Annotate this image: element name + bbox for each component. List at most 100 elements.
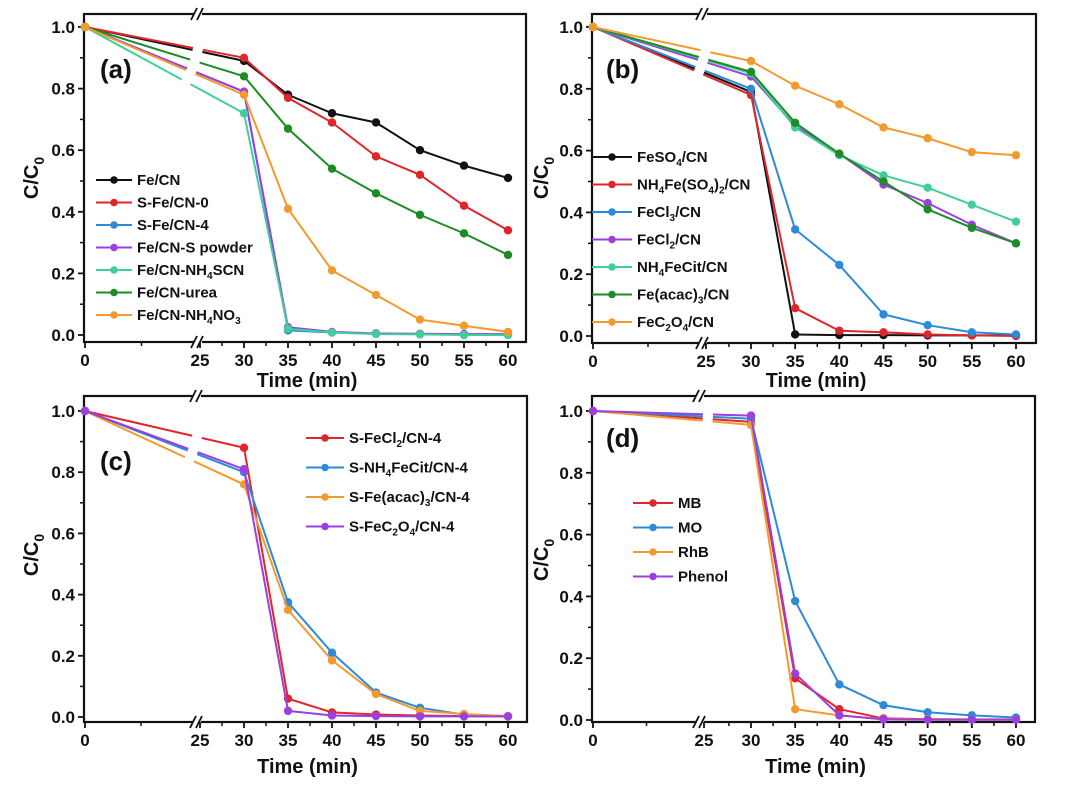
- data-point: [459, 330, 469, 340]
- legend-label: Fe/CN-urea: [137, 285, 218, 302]
- x-tick-label: 55: [455, 351, 474, 370]
- legend-label-text: NH: [637, 177, 659, 194]
- series-line-segment: [84, 410, 245, 486]
- legend-label: S-FeC2O4/CN-4: [349, 519, 455, 539]
- data-point: [503, 712, 513, 721]
- series-line-segment: [287, 127, 333, 170]
- y-tick-label: 0.2: [559, 265, 583, 284]
- series-s-nh4fecit-cn-4: [80, 406, 513, 721]
- data-point: [923, 330, 932, 339]
- y-tick-label: 0.8: [51, 80, 75, 99]
- series-line-segment: [331, 659, 377, 695]
- series-line-segment: [838, 152, 885, 183]
- series-line-segment: [331, 167, 377, 195]
- series-line-segment: [794, 126, 840, 157]
- axis-break-gap: [194, 338, 202, 346]
- legend-label: Fe/CN-NH4NO3: [137, 307, 241, 327]
- data-point: [790, 330, 800, 339]
- series-line-segment: [331, 121, 377, 158]
- panel-b: 0.00.20.40.60.81.00 25 30 35 40 45 50 55 60Time …: [531, 7, 1038, 392]
- legend-marker: [649, 548, 657, 556]
- axis-break-top: [692, 389, 706, 403]
- x-axis: 0 25 30 35 40 45 50 55 60: [588, 722, 1025, 750]
- series-line-segment: [463, 164, 509, 179]
- series-line-segment: [971, 714, 1017, 719]
- legend-label-text: /CN: [688, 314, 714, 331]
- data-point: [967, 200, 977, 209]
- series-line-segment: [243, 468, 289, 712]
- series-line-segment: [883, 183, 929, 205]
- legend-label-text: FeCl: [637, 204, 670, 221]
- series-line-segment: [243, 57, 289, 99]
- series-fe-cn-nh4scn: [80, 22, 513, 340]
- series-line-segment: [927, 186, 973, 206]
- axis-break-slash: [190, 335, 198, 349]
- series-line-segment: [331, 651, 377, 694]
- panel-label: (c): [100, 446, 132, 476]
- y-axis-title-sub: 0: [31, 534, 47, 542]
- data-point: [790, 225, 800, 234]
- legend-item: MB: [633, 495, 701, 512]
- series-line-segment: [243, 471, 289, 603]
- series-line-segment: [243, 94, 289, 210]
- axis-break-slash: [190, 7, 198, 21]
- legend-label: MB: [678, 495, 701, 512]
- x-axis-title: Time (min): [257, 756, 358, 778]
- series-fe-acac-3-cn: [588, 22, 1021, 248]
- legend-label-text: S-NH: [349, 460, 386, 477]
- x-tick-label: 55: [962, 731, 981, 750]
- x-tick-label: 45: [367, 731, 386, 750]
- series-line-segment: [794, 600, 841, 685]
- series-line-segment: [375, 713, 421, 717]
- y-axis-title: C/C0: [21, 157, 47, 199]
- series-line-segment: [750, 88, 797, 230]
- data-point: [283, 204, 293, 213]
- legend-item: NH4FeCit/CN: [592, 259, 728, 279]
- series-line-segment: [375, 121, 421, 152]
- legend-marker: [649, 523, 657, 532]
- axis-break-slash: [692, 715, 700, 729]
- x-tick-label: 60: [1007, 352, 1026, 371]
- legend-item: NH4Fe(SO4)2/CN: [592, 177, 750, 197]
- series-line-segment: [883, 313, 928, 327]
- data-point: [923, 715, 932, 724]
- legend-label: Fe/CN-S powder: [137, 240, 253, 257]
- data-point: [835, 149, 844, 158]
- series-line-segment: [750, 415, 797, 674]
- legend-marker: [608, 263, 616, 271]
- x-tick-label: 45: [874, 731, 893, 750]
- data-point: [239, 464, 249, 474]
- legend-label: NH4Fe(SO4)2/CN: [637, 177, 750, 197]
- y-tick-label: 0.4: [559, 587, 583, 606]
- x-axis: 0 25 30 35 40 45 50 55 60: [588, 343, 1025, 371]
- series-line-segment: [971, 151, 1017, 157]
- legend-marker: [110, 311, 118, 319]
- series-s-fe-acac-3-cn-4: [80, 406, 513, 721]
- y-tick-label: 0.4: [51, 203, 75, 222]
- legend-item: FeCl2/CN: [592, 232, 701, 252]
- series-line-segment: [375, 155, 421, 176]
- x-tick-label: 0: [80, 351, 89, 370]
- y-axis-title-main: C/C: [531, 165, 553, 199]
- legend-label-subscript: 2: [670, 241, 676, 252]
- series-line-segment: [883, 331, 928, 336]
- x-tick-label: 30: [742, 352, 761, 371]
- data-point: [459, 161, 469, 170]
- data-point: [327, 109, 337, 118]
- x-tick-label: 30: [235, 731, 254, 750]
- x-axis: 0 25 30 35 40 45 50 55 60: [80, 342, 517, 370]
- legend-marker: [321, 522, 329, 531]
- legend-marker: [110, 221, 118, 229]
- series-line-segment: [927, 208, 973, 229]
- data-point: [327, 164, 337, 173]
- data-point: [327, 656, 337, 665]
- series-line-segment: [375, 693, 421, 712]
- data-point: [239, 109, 249, 118]
- x-tick-label: 25: [695, 731, 714, 750]
- y-axis-title-main: C/C: [21, 542, 43, 576]
- y-tick-label: 0.0: [51, 326, 75, 345]
- legend-label-subscript: 2: [397, 439, 403, 450]
- data-point: [746, 67, 756, 77]
- y-tick-label: 1.0: [559, 402, 583, 421]
